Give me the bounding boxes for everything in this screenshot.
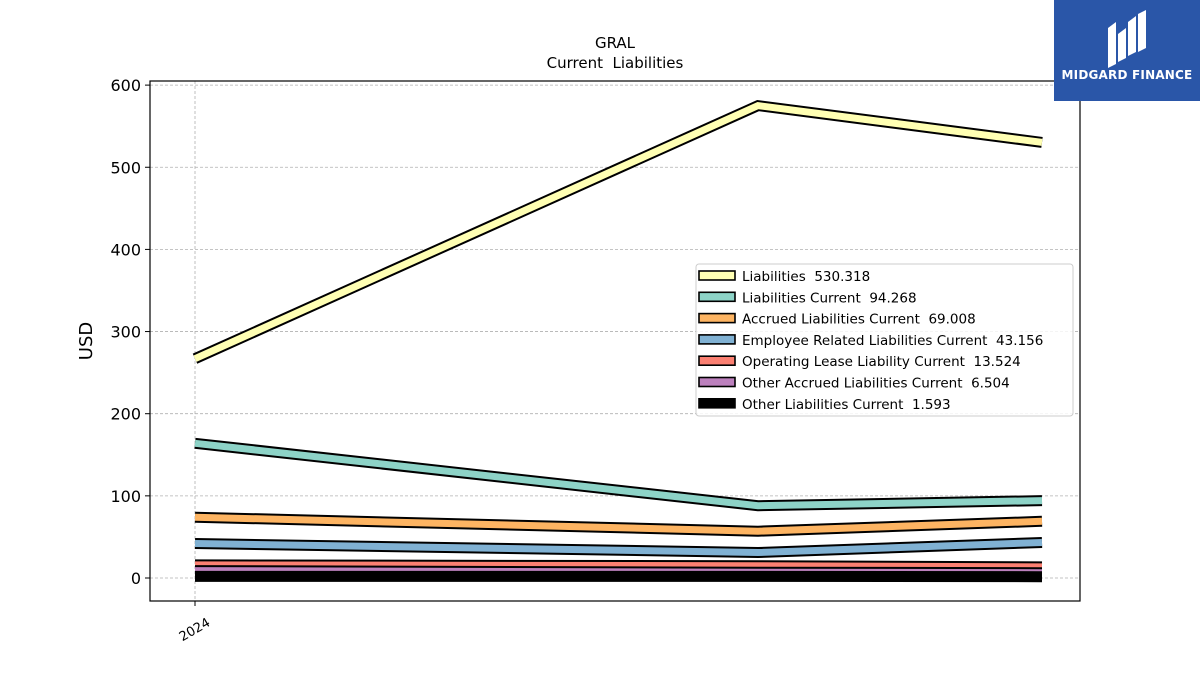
chart-title: GRAL (595, 34, 636, 52)
legend-swatch (698, 376, 736, 388)
logo-mark-icon (1108, 10, 1146, 68)
x-tick-label: 2024 (177, 615, 213, 645)
legend-swatch (698, 291, 736, 303)
series-line (194, 561, 1043, 571)
y-tick-label: 500 (110, 158, 141, 177)
plot-frame (149, 80, 1081, 602)
legend-swatch (698, 397, 736, 409)
legend-label: Liabilities 530.318 (742, 269, 870, 285)
legend-label: Liabilities Current 94.268 (742, 290, 917, 306)
legend-label: Operating Lease Liability Current 13.524 (742, 354, 1021, 370)
series-outline (194, 437, 1043, 512)
series-layer (192, 99, 1043, 583)
legend-box (695, 263, 1074, 417)
legend-swatch (698, 334, 736, 345)
series-line (194, 439, 1043, 510)
axes: 0 100 200 300 400 500 600 2024 (110, 76, 213, 645)
legend-swatch (698, 355, 736, 367)
legend-label: Other Accrued Liabilities Current 6.504 (742, 376, 1010, 392)
y-tick-label: 0 (131, 569, 141, 588)
logo-text: MIDGARD FINANCE (1061, 68, 1193, 82)
series-line (194, 539, 1043, 557)
y-tick-label: 200 (110, 405, 141, 424)
legend-swatch (698, 312, 736, 324)
y-tick-label: 400 (110, 240, 141, 259)
legend-swatch (698, 270, 736, 281)
legend-label: Employee Related Liabilities Current 43.… (742, 333, 1043, 349)
legend-label: Accrued Liabilities Current 69.008 (742, 312, 976, 328)
y-tick-label: 100 (110, 487, 141, 506)
series-line (194, 513, 1043, 535)
y-tick-label: 300 (110, 323, 141, 342)
midgard-finance-logo: MIDGARD FINANCE (1054, 0, 1200, 101)
chart-subtitle: Current Liabilities (547, 54, 684, 72)
legend-label: Other Liabilities Current 1.593 (742, 397, 951, 413)
y-tick-label: 600 (110, 76, 141, 95)
legend: Liabilities 530.318 Liabilities Current 9… (695, 263, 1074, 417)
y-axis-label: USD (76, 322, 97, 360)
series-line (193, 102, 1043, 362)
